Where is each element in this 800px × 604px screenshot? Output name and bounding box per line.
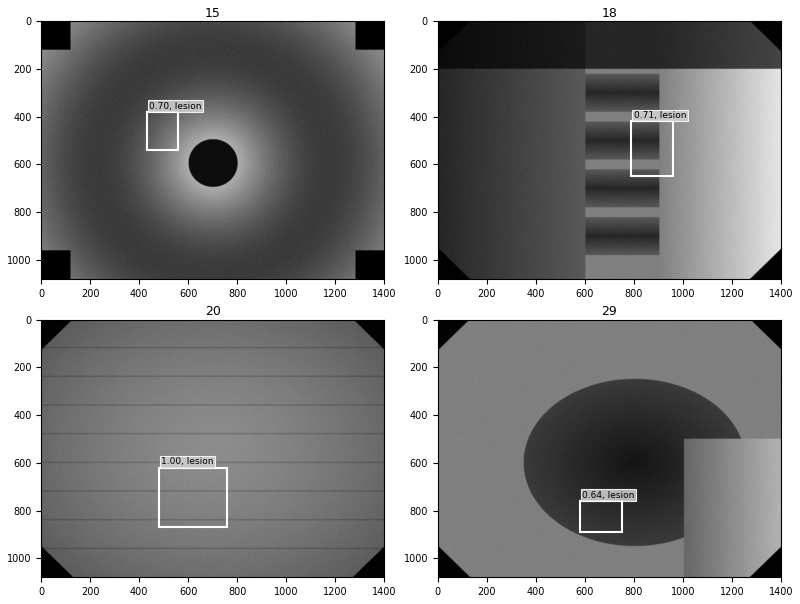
Bar — [146, 112, 178, 150]
Text: 0.64, lesion: 0.64, lesion — [582, 491, 634, 500]
Title: 20: 20 — [205, 306, 221, 318]
Text: 0.71, lesion: 0.71, lesion — [634, 111, 686, 120]
Title: 29: 29 — [602, 306, 617, 318]
Bar — [631, 121, 673, 176]
Title: 18: 18 — [602, 7, 617, 20]
Text: 1.00, lesion: 1.00, lesion — [162, 457, 214, 466]
Title: 15: 15 — [205, 7, 221, 20]
Bar — [580, 501, 622, 532]
Text: 0.70, lesion: 0.70, lesion — [149, 101, 202, 111]
Bar — [159, 467, 227, 527]
